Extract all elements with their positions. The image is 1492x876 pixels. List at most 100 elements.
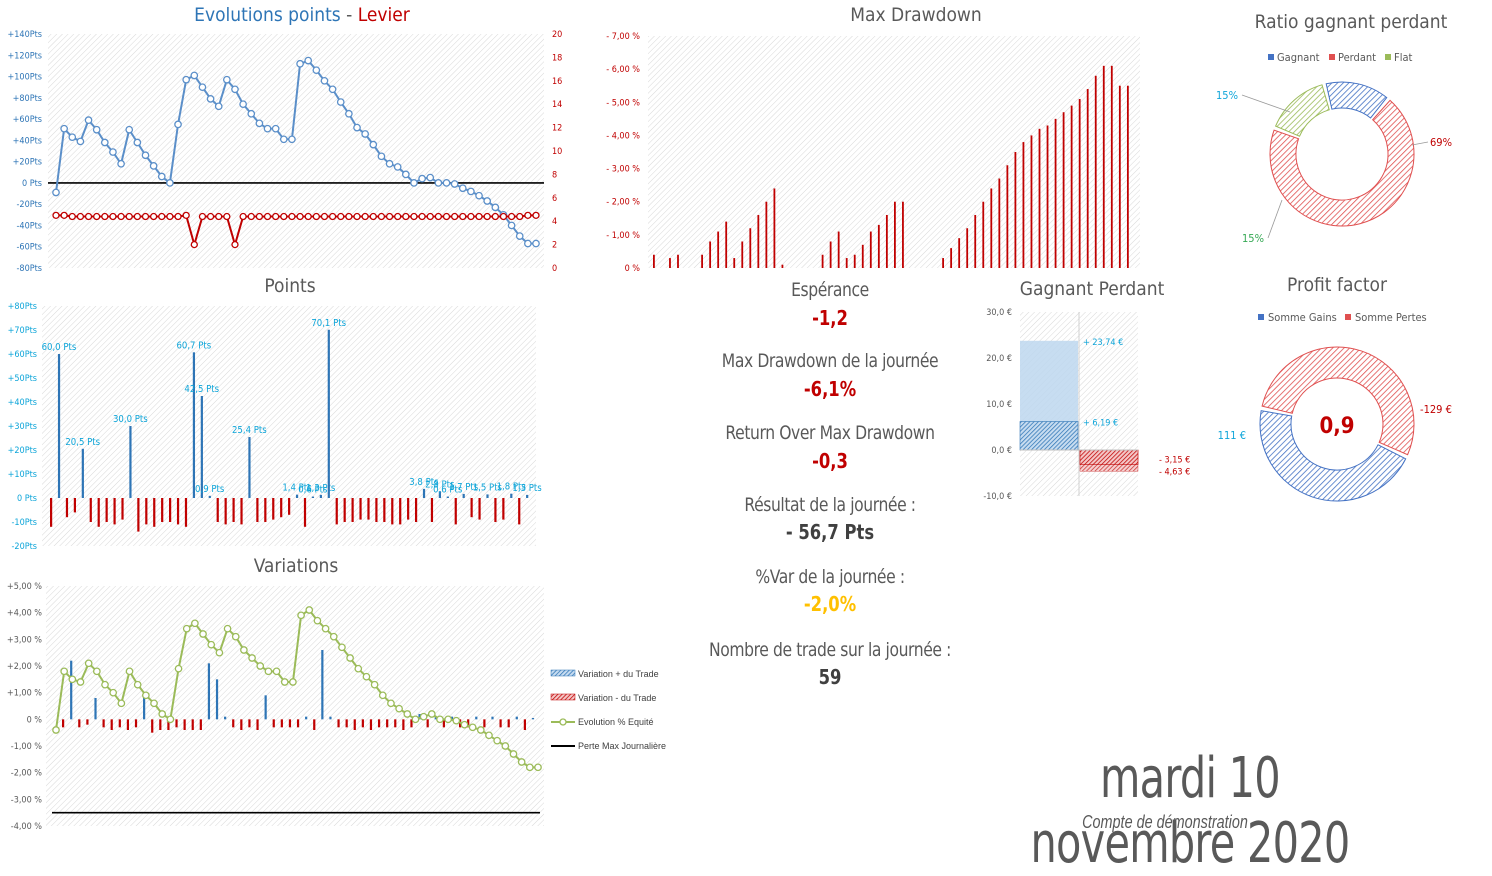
ratio-legend-label: Gagnant	[1277, 51, 1320, 64]
drawdown-bar	[677, 254, 679, 268]
evolution-point	[84, 116, 93, 125]
equity-point	[444, 715, 452, 724]
leverage-point	[166, 212, 174, 221]
leverage-point	[68, 212, 76, 221]
evolution-y-tick: +140Pts	[7, 30, 42, 40]
evolution-point	[60, 124, 68, 133]
evolution-y2-tick: 0	[552, 264, 557, 274]
variation-bar	[329, 716, 332, 720]
variation-bar	[402, 719, 405, 730]
points-bar	[311, 496, 315, 498]
result-value: - 56,7 Pts	[785, 520, 875, 544]
points-y-tick: +70Pts	[8, 326, 37, 336]
equity-point	[199, 630, 207, 638]
equity-point	[289, 678, 297, 686]
points-bar	[407, 498, 410, 520]
drawdown-bar	[717, 231, 720, 268]
drawdown-bar	[1086, 89, 1089, 269]
evolution-y-tick: -60Pts	[17, 243, 43, 253]
drawdown-bar	[877, 224, 880, 268]
variation-bar	[134, 719, 138, 728]
equity-point	[305, 606, 314, 614]
pf-legend-swatch	[1345, 314, 1351, 320]
points-bar	[145, 498, 148, 525]
leverage-point	[467, 212, 475, 221]
equity-point	[501, 742, 510, 750]
variation-bar	[523, 719, 526, 730]
drawdown-bar	[950, 248, 953, 268]
evolution-point	[434, 179, 443, 187]
variation-bar	[434, 716, 437, 720]
evolution-point	[247, 109, 256, 118]
evolution-y-tick: -20Pts	[17, 200, 43, 210]
evolution-point	[231, 85, 239, 94]
variation-bar	[394, 719, 397, 728]
leverage-point	[483, 212, 491, 221]
leverage-point	[507, 212, 516, 221]
leverage-point	[459, 212, 467, 221]
drawdown-bar	[765, 201, 768, 268]
equity-point	[60, 667, 69, 676]
evolution-point	[141, 151, 150, 160]
equity-point	[485, 731, 493, 740]
drawdown-y-tick: 0 %	[625, 264, 641, 274]
evolution-y2-tick: 8	[552, 170, 557, 180]
leverage-point	[247, 212, 255, 221]
drawdown-bar	[902, 201, 904, 268]
equity-point	[354, 664, 363, 673]
gp-bar-loss-avg	[1079, 449, 1139, 465]
equity-point	[329, 632, 338, 641]
equity-point	[460, 720, 469, 729]
points-data-label: 1,5 Pts	[473, 482, 503, 493]
drawdown-bar	[773, 188, 776, 268]
variations-legend-label: Perte Max Journalière	[578, 741, 666, 751]
equity-point	[231, 632, 240, 641]
points-bar	[375, 498, 378, 522]
points-bar	[113, 498, 116, 525]
points-y-tick: +30Pts	[8, 422, 37, 432]
points-bar	[470, 498, 473, 518]
points-bar	[169, 498, 172, 522]
drawdown-bar	[837, 231, 840, 268]
evolution-y-tick: +20Pts	[13, 158, 42, 168]
points-bar	[295, 494, 299, 498]
evolution-point	[426, 173, 435, 182]
leverage-point	[369, 212, 377, 221]
equity-point	[411, 715, 420, 724]
gp-y-tick: 20,0 €	[986, 354, 1012, 364]
points-bar	[399, 498, 402, 525]
leverage-point	[76, 212, 85, 221]
drawdown-bar	[974, 214, 977, 268]
equity-point	[395, 704, 403, 713]
leverage-point	[158, 212, 166, 221]
points-title: Points	[264, 275, 315, 297]
equity-point	[525, 763, 534, 772]
leverage-point	[442, 212, 451, 221]
points-bar	[288, 498, 291, 515]
variations-y-tick: -1,00 %	[11, 742, 43, 752]
variation-bar	[94, 698, 97, 720]
leverage-point	[296, 212, 304, 221]
ratio-legend-swatch	[1385, 54, 1391, 60]
variation-bar	[183, 719, 186, 730]
trades-label: Nombre de trade sur la journée :	[709, 639, 951, 661]
ratio-label-perdant: 69%	[1430, 136, 1452, 149]
variation-bar	[337, 719, 340, 728]
leverage-point	[385, 212, 394, 221]
leverage-point	[174, 212, 182, 221]
leverage-point	[426, 212, 434, 221]
points-bar	[422, 488, 426, 498]
equity-point	[248, 654, 256, 662]
variation-bar	[232, 719, 235, 728]
evolution-point	[401, 170, 410, 179]
equity-point	[158, 710, 167, 718]
leverage-point	[345, 212, 353, 221]
evolution-point	[410, 179, 418, 187]
variation-bar	[215, 679, 219, 720]
pf-center-value: 0,9	[1319, 414, 1354, 439]
leverage-point	[499, 212, 508, 221]
drawdown-bar	[741, 241, 744, 268]
leverage-point	[304, 212, 312, 221]
evolution-point	[369, 140, 378, 149]
variation-bar	[110, 719, 113, 730]
